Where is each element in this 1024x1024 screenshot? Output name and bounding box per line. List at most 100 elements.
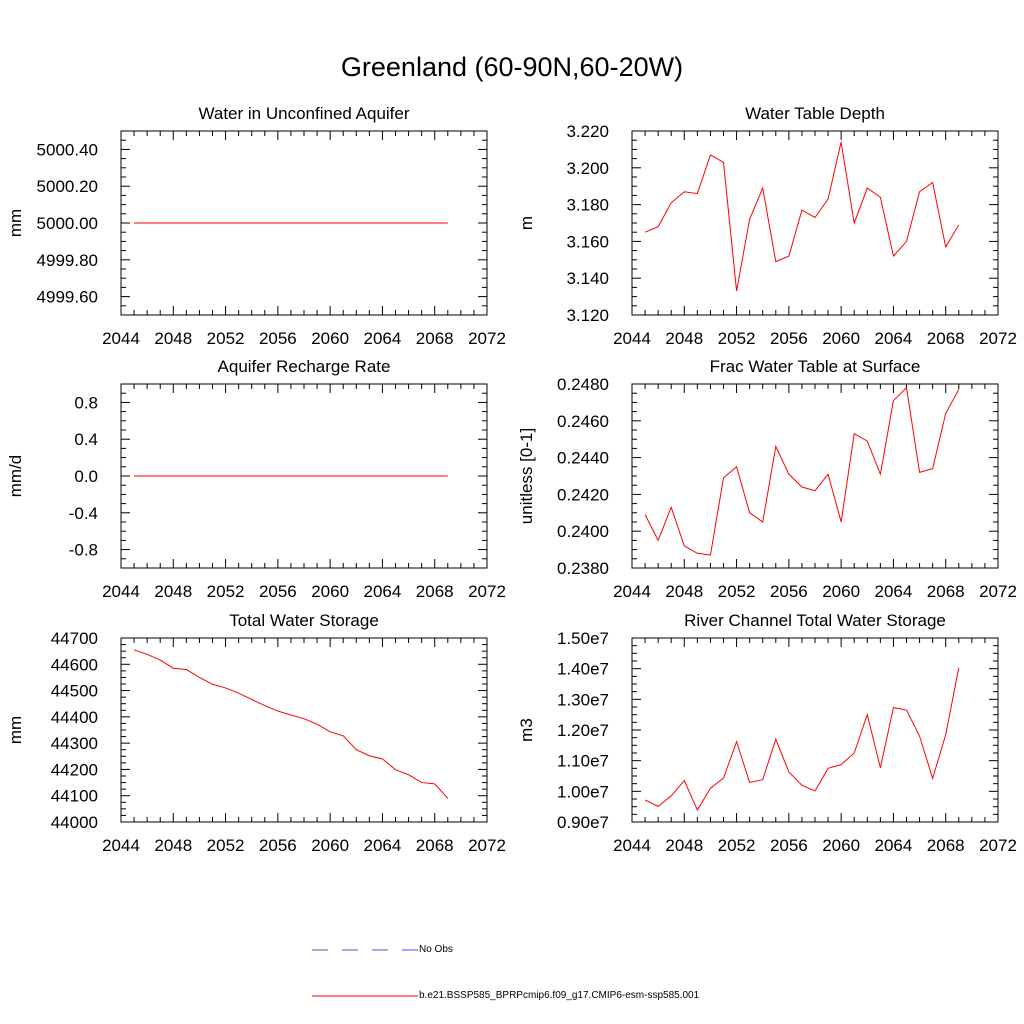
y-axis-label: unitless [0-1] xyxy=(517,428,536,524)
y-tick-label: 44600 xyxy=(51,655,98,674)
x-tick-label: 2048 xyxy=(154,836,192,855)
panel-title: Frac Water Table at Surface xyxy=(710,357,921,376)
y-tick-label: 3.140 xyxy=(566,269,609,288)
x-tick-label: 2060 xyxy=(311,329,349,348)
x-tick-label: 2072 xyxy=(468,836,506,855)
x-tick-label: 2044 xyxy=(613,582,651,601)
x-tick-label: 2052 xyxy=(207,582,245,601)
x-tick-label: 2060 xyxy=(311,582,349,601)
x-tick-label: 2072 xyxy=(468,329,506,348)
x-tick-label: 2068 xyxy=(927,836,965,855)
chart-panel-1: Water in Unconfined Aquifer 2044 2048 2052 2… xyxy=(6,104,506,348)
x-tick-label: 2072 xyxy=(979,582,1017,601)
figure-title: Greenland (60-90N,60-20W) xyxy=(340,52,684,82)
y-tick-label: 0.2480 xyxy=(557,375,609,394)
y-tick-label: -0.8 xyxy=(69,541,98,560)
x-tick-label: 2052 xyxy=(718,329,756,348)
legend-model-label: b.e21.BSSP585_BPRPcmip6.f09_g17.CMIP6-es… xyxy=(419,990,700,1001)
y-tick-label: 44500 xyxy=(51,682,98,701)
plot-frame xyxy=(631,383,999,569)
plot-frame xyxy=(631,130,999,316)
x-tick-label: 2044 xyxy=(102,836,140,855)
y-tick-label: 3.120 xyxy=(566,306,609,325)
x-tick-label: 2056 xyxy=(259,582,297,601)
x-tick-label: 2060 xyxy=(822,329,860,348)
x-tick-label: 2048 xyxy=(665,582,703,601)
y-tick-label: 0.2420 xyxy=(557,485,609,504)
x-tick-label: 2052 xyxy=(718,836,756,855)
y-axis-label: mm xyxy=(6,209,25,237)
y-tick-label: 44400 xyxy=(51,708,98,727)
x-tick-label: 2048 xyxy=(154,582,192,601)
x-tick-label: 2060 xyxy=(822,582,860,601)
x-tick-label: 2064 xyxy=(875,836,913,855)
x-tick-label: 2068 xyxy=(416,582,454,601)
chart-panel-2: Water Table Depth 2044 2048 2052 2056 2060 206… xyxy=(517,104,1017,348)
x-tick-label: 2044 xyxy=(102,582,140,601)
x-tick-label: 2048 xyxy=(154,329,192,348)
x-tick-label: 2064 xyxy=(364,582,402,601)
x-tick-label: 2060 xyxy=(311,836,349,855)
chart-panel-4: Frac Water Table at Surface 2044 2048 2052 2… xyxy=(517,357,1017,601)
y-tick-label: 0.0 xyxy=(74,467,98,486)
x-tick-label: 2056 xyxy=(259,329,297,348)
series-line xyxy=(644,386,960,556)
x-tick-label: 2064 xyxy=(875,329,913,348)
chart-panel-3: Aquifer Recharge Rate 2044 2048 2052 2056 206… xyxy=(6,357,506,601)
x-tick-label: 2052 xyxy=(718,582,756,601)
y-tick-label: 1.00e7 xyxy=(557,782,609,801)
panel-title: Total Water Storage xyxy=(229,611,379,630)
y-axis-label: m xyxy=(517,216,536,230)
x-tick-label: 2048 xyxy=(665,329,703,348)
x-tick-label: 2064 xyxy=(364,329,402,348)
y-tick-label: 0.4 xyxy=(74,430,98,449)
y-tick-label: 5000.00 xyxy=(37,214,98,233)
y-tick-label: 44700 xyxy=(51,629,98,648)
y-tick-label: 44200 xyxy=(51,760,98,779)
y-tick-label: -0.4 xyxy=(69,504,98,523)
x-tick-label: 2056 xyxy=(770,329,808,348)
x-tick-label: 2064 xyxy=(875,582,913,601)
x-tick-label: 2072 xyxy=(979,836,1017,855)
y-tick-label: 5000.20 xyxy=(37,177,98,196)
x-tick-label: 2052 xyxy=(207,836,245,855)
chart-panel-6: River Channel Total Water Storage 2044 204… xyxy=(517,611,1017,855)
plot-frame xyxy=(631,637,999,823)
y-tick-label: 1.50e7 xyxy=(557,629,609,648)
x-tick-label: 2072 xyxy=(468,582,506,601)
y-tick-label: 4999.80 xyxy=(37,251,98,270)
y-axis-label: m3 xyxy=(517,718,536,742)
x-tick-label: 2068 xyxy=(416,836,454,855)
y-tick-label: 1.20e7 xyxy=(557,721,609,740)
y-axis-label: mm/d xyxy=(6,455,25,498)
panel-title: Aquifer Recharge Rate xyxy=(218,357,391,376)
legend-no-obs-label: No Obs xyxy=(419,944,453,955)
y-tick-label: 44000 xyxy=(51,813,98,832)
y-tick-label: 44100 xyxy=(51,787,98,806)
y-tick-label: 0.2460 xyxy=(557,412,609,431)
x-tick-label: 2044 xyxy=(613,329,651,348)
y-tick-label: 3.220 xyxy=(566,122,609,141)
y-tick-label: 0.90e7 xyxy=(557,813,609,832)
y-tick-label: 1.10e7 xyxy=(557,752,609,771)
y-tick-label: 44300 xyxy=(51,734,98,753)
chart-panel-5: Total Water Storage 2044 2048 2052 2056 2060 2… xyxy=(6,611,506,855)
x-tick-label: 2044 xyxy=(102,329,140,348)
x-tick-label: 2068 xyxy=(927,329,965,348)
series-line xyxy=(133,649,449,799)
y-tick-label: 0.2400 xyxy=(557,522,609,541)
y-axis-label: mm xyxy=(6,716,25,744)
y-tick-label: 3.160 xyxy=(566,232,609,251)
panel-title: River Channel Total Water Storage xyxy=(684,611,946,630)
x-tick-label: 2052 xyxy=(207,329,245,348)
x-tick-label: 2068 xyxy=(927,582,965,601)
y-tick-label: 1.30e7 xyxy=(557,690,609,709)
y-tick-label: 0.2440 xyxy=(557,449,609,468)
series-line xyxy=(644,141,960,292)
x-tick-label: 2056 xyxy=(259,836,297,855)
x-tick-label: 2048 xyxy=(665,836,703,855)
plot-frame xyxy=(120,637,488,823)
x-tick-label: 2064 xyxy=(364,836,402,855)
